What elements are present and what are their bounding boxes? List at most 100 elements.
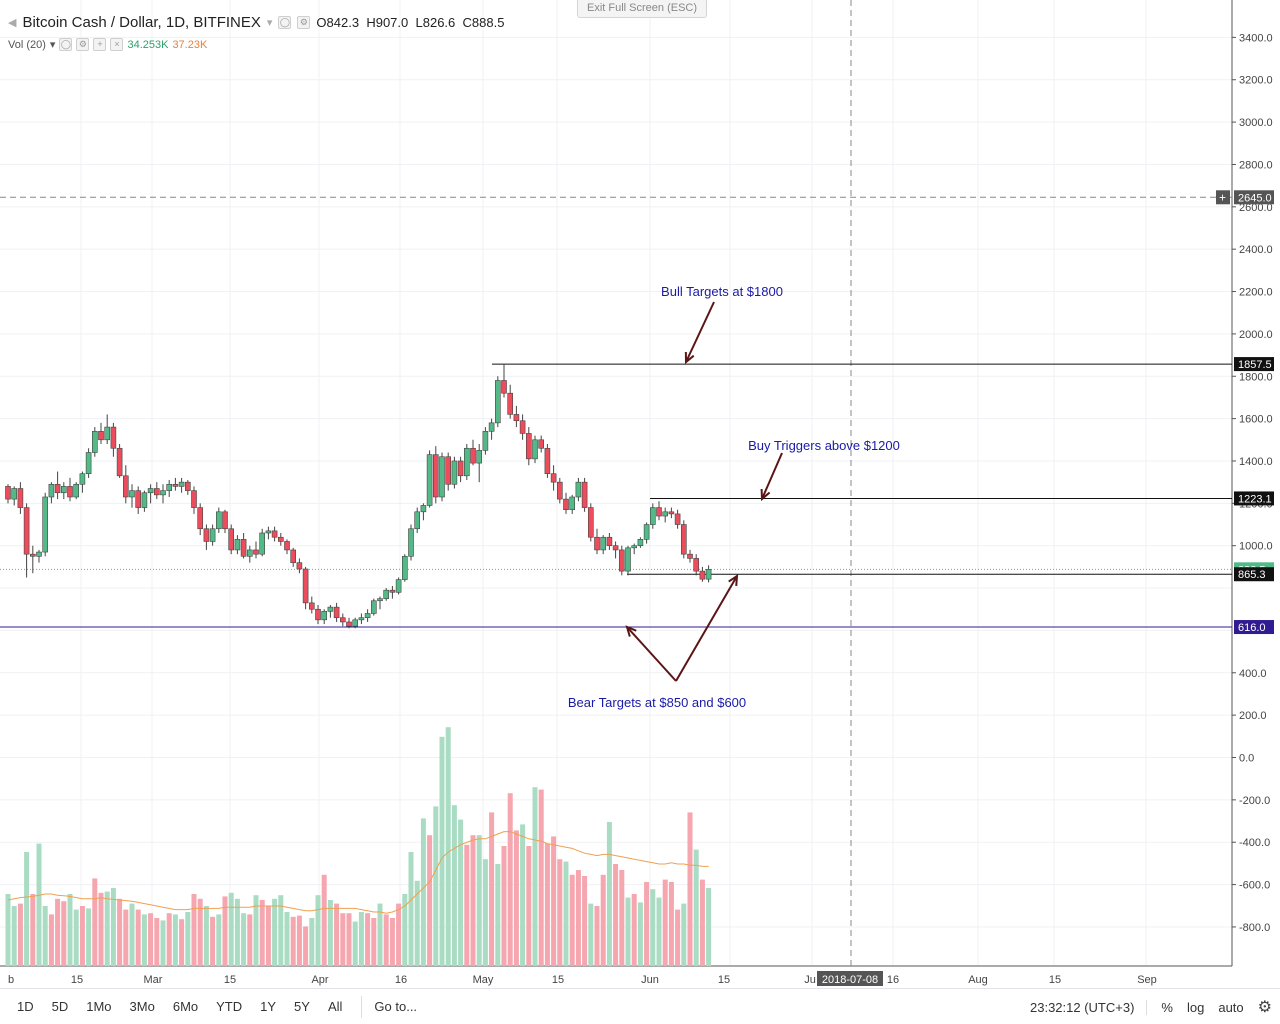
candle-body	[680, 524, 687, 555]
candle	[327, 605, 334, 618]
price-tick-label: 200.0	[1239, 710, 1267, 722]
range-button-ytd[interactable]: YTD	[216, 999, 243, 1014]
exit-fullscreen-button[interactable]: Exit Full Screen (ESC)	[577, 0, 707, 18]
volume-bar	[86, 908, 92, 966]
percent-toggle[interactable]: %	[1161, 999, 1173, 1015]
volume-bar	[346, 913, 352, 966]
candle	[42, 492, 49, 557]
candle	[693, 554, 700, 576]
volume-bar	[668, 882, 674, 966]
crosshair-plus-bg[interactable]	[1216, 190, 1230, 205]
buy-arrow[interactable]	[761, 452, 783, 500]
candle	[470, 439, 476, 466]
candle-body	[389, 589, 396, 593]
log-toggle[interactable]: log	[1186, 999, 1205, 1015]
eye-icon[interactable]: ◯	[59, 38, 73, 51]
range-button-all[interactable]: All	[327, 999, 343, 1014]
candle	[563, 492, 569, 514]
range-button-3mo[interactable]: 3Mo	[129, 999, 155, 1014]
volume-bar	[699, 879, 705, 966]
candle	[203, 524, 210, 550]
bull-arrow[interactable]	[685, 301, 715, 363]
time-day-label: 15	[224, 974, 236, 986]
candle-body	[327, 606, 334, 612]
add-icon[interactable]: +	[93, 38, 107, 51]
auto-toggle[interactable]: auto	[1218, 999, 1244, 1015]
price-tick-label: -800.0	[1239, 922, 1270, 934]
volume-bar	[482, 859, 488, 966]
candle-body	[67, 486, 73, 498]
buy-trigger-text[interactable]: Buy Triggers above $1200	[748, 438, 900, 453]
chevron-down-icon[interactable]: ▾	[266, 17, 273, 29]
candle	[216, 507, 222, 533]
candle-body	[240, 539, 247, 557]
range-button-6mo[interactable]: 6Mo	[172, 999, 199, 1014]
range-button-5y[interactable]: 5Y	[294, 999, 310, 1014]
candle-body	[426, 454, 433, 506]
candle-body	[600, 536, 607, 551]
timezone-clock[interactable]: 23:32:12 (UTC+3)	[1030, 999, 1148, 1015]
open-label: O	[316, 15, 327, 30]
candle-body	[451, 460, 458, 485]
range-button-1y[interactable]: 1Y	[260, 999, 277, 1014]
settings-icon[interactable]: ⚙	[76, 38, 90, 51]
volume-bar	[377, 903, 383, 966]
candle-body	[358, 617, 365, 621]
range-button-1mo[interactable]: 1Mo	[86, 999, 112, 1014]
eye-icon[interactable]: ◯	[278, 16, 292, 29]
volume-label[interactable]: Vol (20)	[8, 38, 46, 51]
volume-bar	[445, 727, 451, 966]
candle-body	[519, 420, 526, 434]
settings-icon[interactable]: ⚙	[297, 16, 311, 29]
volume-bar	[575, 870, 581, 966]
candle-body	[346, 621, 352, 627]
goto-button[interactable]: Go to...	[361, 995, 429, 1018]
candle-body	[29, 553, 36, 557]
gear-icon[interactable]: ⚙	[1257, 999, 1272, 1016]
candle-body	[339, 617, 346, 623]
candle	[265, 526, 272, 540]
volume-bar	[321, 874, 327, 966]
candle-body	[662, 511, 669, 517]
price-marker: 616.0	[1234, 620, 1274, 635]
price-marker-label: 1223.1	[1238, 493, 1272, 505]
bear-arrow-left[interactable]	[626, 626, 677, 682]
volume-bar	[327, 900, 333, 966]
range-button-5d[interactable]: 5D	[51, 999, 69, 1014]
volume-bar	[557, 859, 563, 966]
candle	[48, 482, 55, 504]
candle	[98, 422, 104, 445]
chevron-down-icon[interactable]: ▾	[49, 39, 56, 51]
plus-icon[interactable]: +	[1219, 190, 1226, 204]
candle	[54, 471, 61, 500]
volume-bar	[650, 889, 656, 966]
candle-body	[637, 539, 644, 547]
range-button-1d[interactable]: 1D	[17, 999, 34, 1014]
candle	[625, 545, 631, 576]
bottom-toolbar: 1D 5D 1Mo 3Mo 6Mo YTD 1Y 5Y All Go to... 23:32:1…	[0, 988, 1280, 1024]
candle	[432, 446, 439, 504]
candle	[488, 418, 495, 440]
close-icon[interactable]: ×	[110, 38, 124, 51]
volume-bar	[117, 898, 123, 966]
candle	[538, 435, 545, 453]
price-marker: 1857.5	[1234, 357, 1274, 372]
price-tick-label: 1800.0	[1239, 371, 1273, 383]
low-value: 826.6	[422, 15, 456, 30]
volume-bar	[458, 819, 464, 966]
volume-bar	[383, 914, 389, 966]
bear-target-text[interactable]: Bear Targets at $850 and $600	[568, 695, 746, 710]
bull-target-text[interactable]: Bull Targets at $1800	[661, 284, 783, 299]
candle-body	[17, 488, 24, 508]
volume-bar	[501, 846, 507, 966]
candle	[476, 444, 483, 483]
symbol-title[interactable]: Bitcoin Cash / Dollar, 1D, BITFINEX	[22, 14, 261, 31]
time-axis[interactable]: b 15 Mar 15 Apr 16 May 15 Jun 15 Ju 16 Aug 15 Sep 2018-…	[8, 971, 1157, 986]
price-axis[interactable]: 3400.0 3200.0 3000.0 2800.0 2600.0 2400.0 2200…	[1216, 32, 1274, 934]
bear-arrow-right[interactable]	[675, 575, 738, 682]
volume-bar	[507, 793, 513, 966]
volume-bar	[234, 898, 240, 966]
price-marker-label: 1857.5	[1238, 359, 1272, 371]
collapse-icon[interactable]: ◀	[8, 17, 17, 29]
